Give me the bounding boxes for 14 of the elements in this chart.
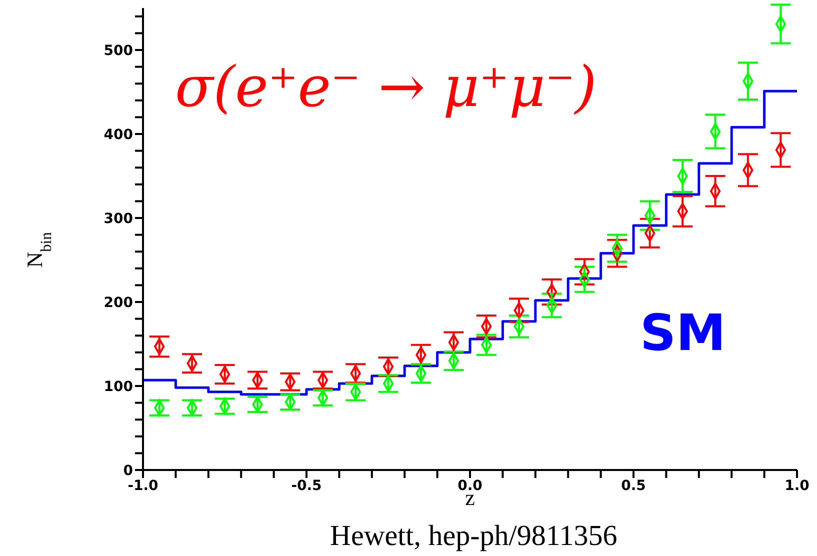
y-tick-label: 500 (104, 42, 134, 59)
x-tick-label: -0.5 (291, 478, 322, 494)
y-tick-label: 400 (104, 126, 134, 143)
y-tick-label: 300 (104, 210, 134, 227)
y-tick-label: 0 (123, 462, 134, 479)
x-tick-label: -1.0 (128, 478, 159, 494)
annotation: σ(e⁺e⁻ → μ⁺μ⁻) (175, 55, 597, 120)
x-tick-label: 1.0 (784, 478, 810, 494)
x-tick-label: 0.0 (458, 478, 483, 494)
y-tick-label: 100 (104, 378, 134, 395)
y-tick-label: 200 (104, 294, 134, 311)
x-tick-label: 0.5 (621, 478, 646, 494)
annotation: SM (640, 304, 726, 362)
text: Hewett, hep-ph/9811356 (330, 520, 618, 552)
